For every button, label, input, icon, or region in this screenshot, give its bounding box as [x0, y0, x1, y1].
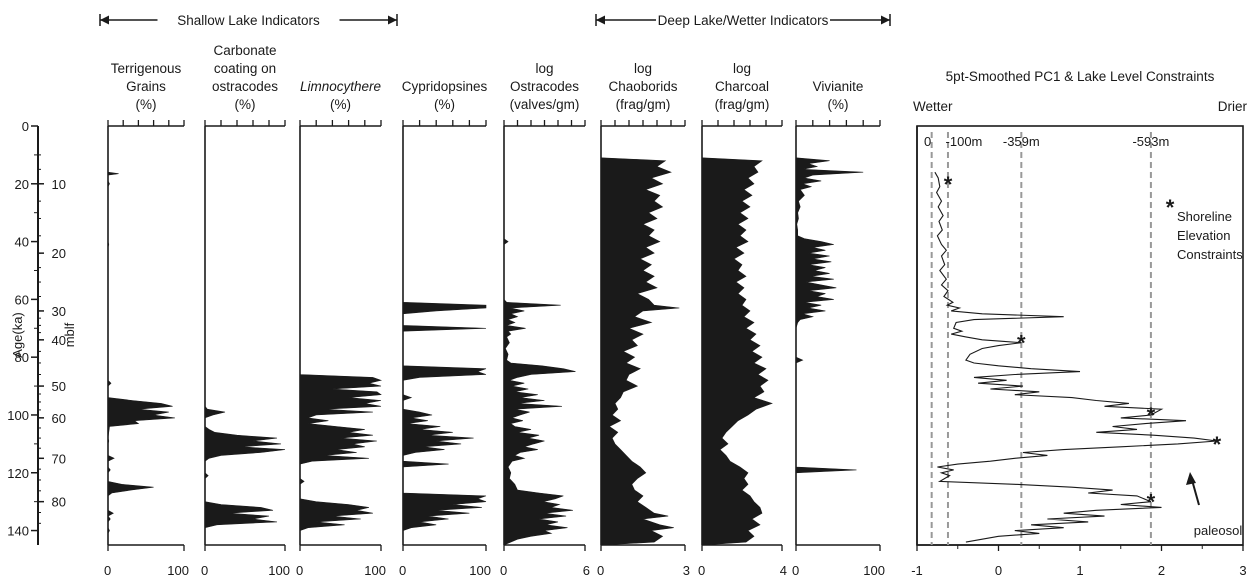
panel-9-title: 5pt-Smoothed PC1 & Lake Level Constraint… [946, 69, 1215, 84]
panel-5-title-line: (valves/gm) [510, 97, 580, 112]
shoreline-constraint-point: * [1147, 490, 1156, 515]
panel-3-title-line: Limnocythere [300, 79, 381, 94]
age-axis-label: Age(ka) [10, 312, 25, 358]
age-axis-tick-label: 0 [22, 119, 29, 134]
panel-7-tick-label: 4 [780, 563, 787, 578]
panel-1-tick-label: 0 [104, 563, 111, 578]
panel-3-tick-label: 100 [364, 563, 386, 578]
age-axis-tick-label: 100 [7, 408, 29, 423]
reference-line-label: -593m [1132, 134, 1169, 149]
shoreline-constraint-point: * [1017, 331, 1026, 356]
panel-1-profile-fill [107, 126, 175, 545]
panel-2-tick-label: 100 [268, 563, 290, 578]
panel-8-title-line: Vivianite [813, 79, 864, 94]
mblf-axis-tick-label: 50 [52, 379, 66, 394]
panel-8-tick-label: 0 [792, 563, 799, 578]
age-axis-tick-label: 140 [7, 524, 29, 539]
group-header-1-label: Shallow Lake Indicators [177, 13, 320, 28]
panel-5-title-line: Ostracodes [510, 79, 579, 94]
mblf-axis-tick-label: 40 [52, 333, 66, 348]
panel-2-profile-fill [204, 126, 286, 545]
panel-7-profile-fill [701, 157, 773, 546]
shoreline-constraint-point: * [1213, 432, 1222, 457]
panel-3-tick-label: 0 [296, 563, 303, 578]
mblf-axis-tick-label: 60 [52, 411, 66, 426]
panel-6-profile-fill [600, 157, 680, 546]
panel-8-profile-fill [795, 126, 864, 545]
panel-1-title-line: Grains [126, 79, 166, 94]
panel-2-title-line: (%) [235, 97, 256, 112]
panel-2-tick-label: 0 [201, 563, 208, 578]
age-axis-tick-label: 40 [15, 235, 29, 250]
paleosol-annotation: paleosol [1194, 523, 1243, 538]
group-header-2-label: Deep Lake/Wetter Indicators [658, 13, 829, 28]
panel-9-tick-label: 3 [1239, 563, 1246, 578]
paleosol-arrow-shaft [1191, 479, 1200, 506]
panel-4-tick-label: 0 [399, 563, 406, 578]
panel-7-title-line: log [733, 61, 751, 76]
group-header-2-arrowhead-right [881, 15, 890, 25]
panel-6-tick-label: 0 [597, 563, 604, 578]
panel-7-tick-label: 0 [698, 563, 705, 578]
age-axis-tick-label: 80 [15, 350, 29, 365]
age-axis-tick-label: 120 [7, 466, 29, 481]
age-axis-tick-label: 20 [15, 177, 29, 192]
panel-3-profile-fill [299, 126, 383, 545]
panel-2-title-line: Carbonate [213, 43, 276, 58]
panel-1-title-line: (%) [136, 97, 157, 112]
shoreline-legend-symbol: * [1166, 195, 1175, 220]
panel-6-tick-label: 3 [683, 563, 690, 578]
shoreline-legend-label: Constraints [1177, 247, 1243, 262]
reference-line-label: 0 [924, 134, 931, 149]
shoreline-legend-label: Elevation [1177, 228, 1230, 243]
group-header-1-arrowhead-left [100, 15, 109, 25]
panel-9-tick-label: -1 [911, 563, 923, 578]
drier-label: Drier [1218, 99, 1248, 114]
panel-4-profile-fill [402, 126, 487, 545]
group-header-2-arrowhead-left [596, 15, 605, 25]
shoreline-constraint-point: * [1147, 403, 1156, 428]
panel-7-title-line: Charcoal [715, 79, 769, 94]
mblf-axis-tick-label: 30 [52, 304, 66, 319]
panel-6-title-line: log [634, 61, 652, 76]
mblf-axis-tick-label: 70 [52, 451, 66, 466]
mblf-axis-tick-label: 20 [52, 246, 66, 261]
group-header-1-arrowhead-right [388, 15, 397, 25]
wetter-label: Wetter [913, 99, 953, 114]
panel-3-title-line: (%) [330, 97, 351, 112]
panel-7-title-line: (frag/gm) [715, 97, 770, 112]
panel-6-title-line: Chaoborids [608, 79, 677, 94]
panel-6-title-line: (frag/gm) [616, 97, 671, 112]
panel-5-tick-label: 0 [500, 563, 507, 578]
mblf-axis-tick-label: 80 [52, 495, 66, 510]
panel-1-tick-label: 100 [167, 563, 189, 578]
panel-4-title-line: Cypridopsines [402, 79, 488, 94]
panel-4-title-line: (%) [434, 97, 455, 112]
shoreline-constraint-point: * [944, 172, 953, 197]
mblf-axis-label: mblf [62, 322, 77, 347]
panel-2-title-line: ostracodes [212, 79, 278, 94]
shoreline-legend-label: Shoreline [1177, 209, 1232, 224]
panel-9-tick-label: 2 [1158, 563, 1165, 578]
panel-8-title-line: (%) [828, 97, 849, 112]
panel-2-title-line: coating on [214, 61, 276, 76]
panel-9-tick-label: 0 [995, 563, 1002, 578]
reference-line-label: -100m [946, 134, 983, 149]
age-axis-tick-label: 60 [15, 292, 29, 307]
panel-4-tick-label: 100 [469, 563, 491, 578]
mblf-axis-tick-label: 10 [52, 177, 66, 192]
panel-5-title-line: log [535, 61, 553, 76]
panel-9-tick-label: 1 [1076, 563, 1083, 578]
pc1-series-line [934, 171, 1217, 543]
panel-1-title-line: Terrigenous [111, 61, 182, 76]
panel-8-tick-label: 100 [863, 563, 885, 578]
panel-5-tick-label: 6 [583, 563, 590, 578]
paleosol-arrowhead [1186, 472, 1196, 485]
panel-5-profile-fill [503, 126, 576, 546]
reference-line-label: -359m [1003, 134, 1040, 149]
